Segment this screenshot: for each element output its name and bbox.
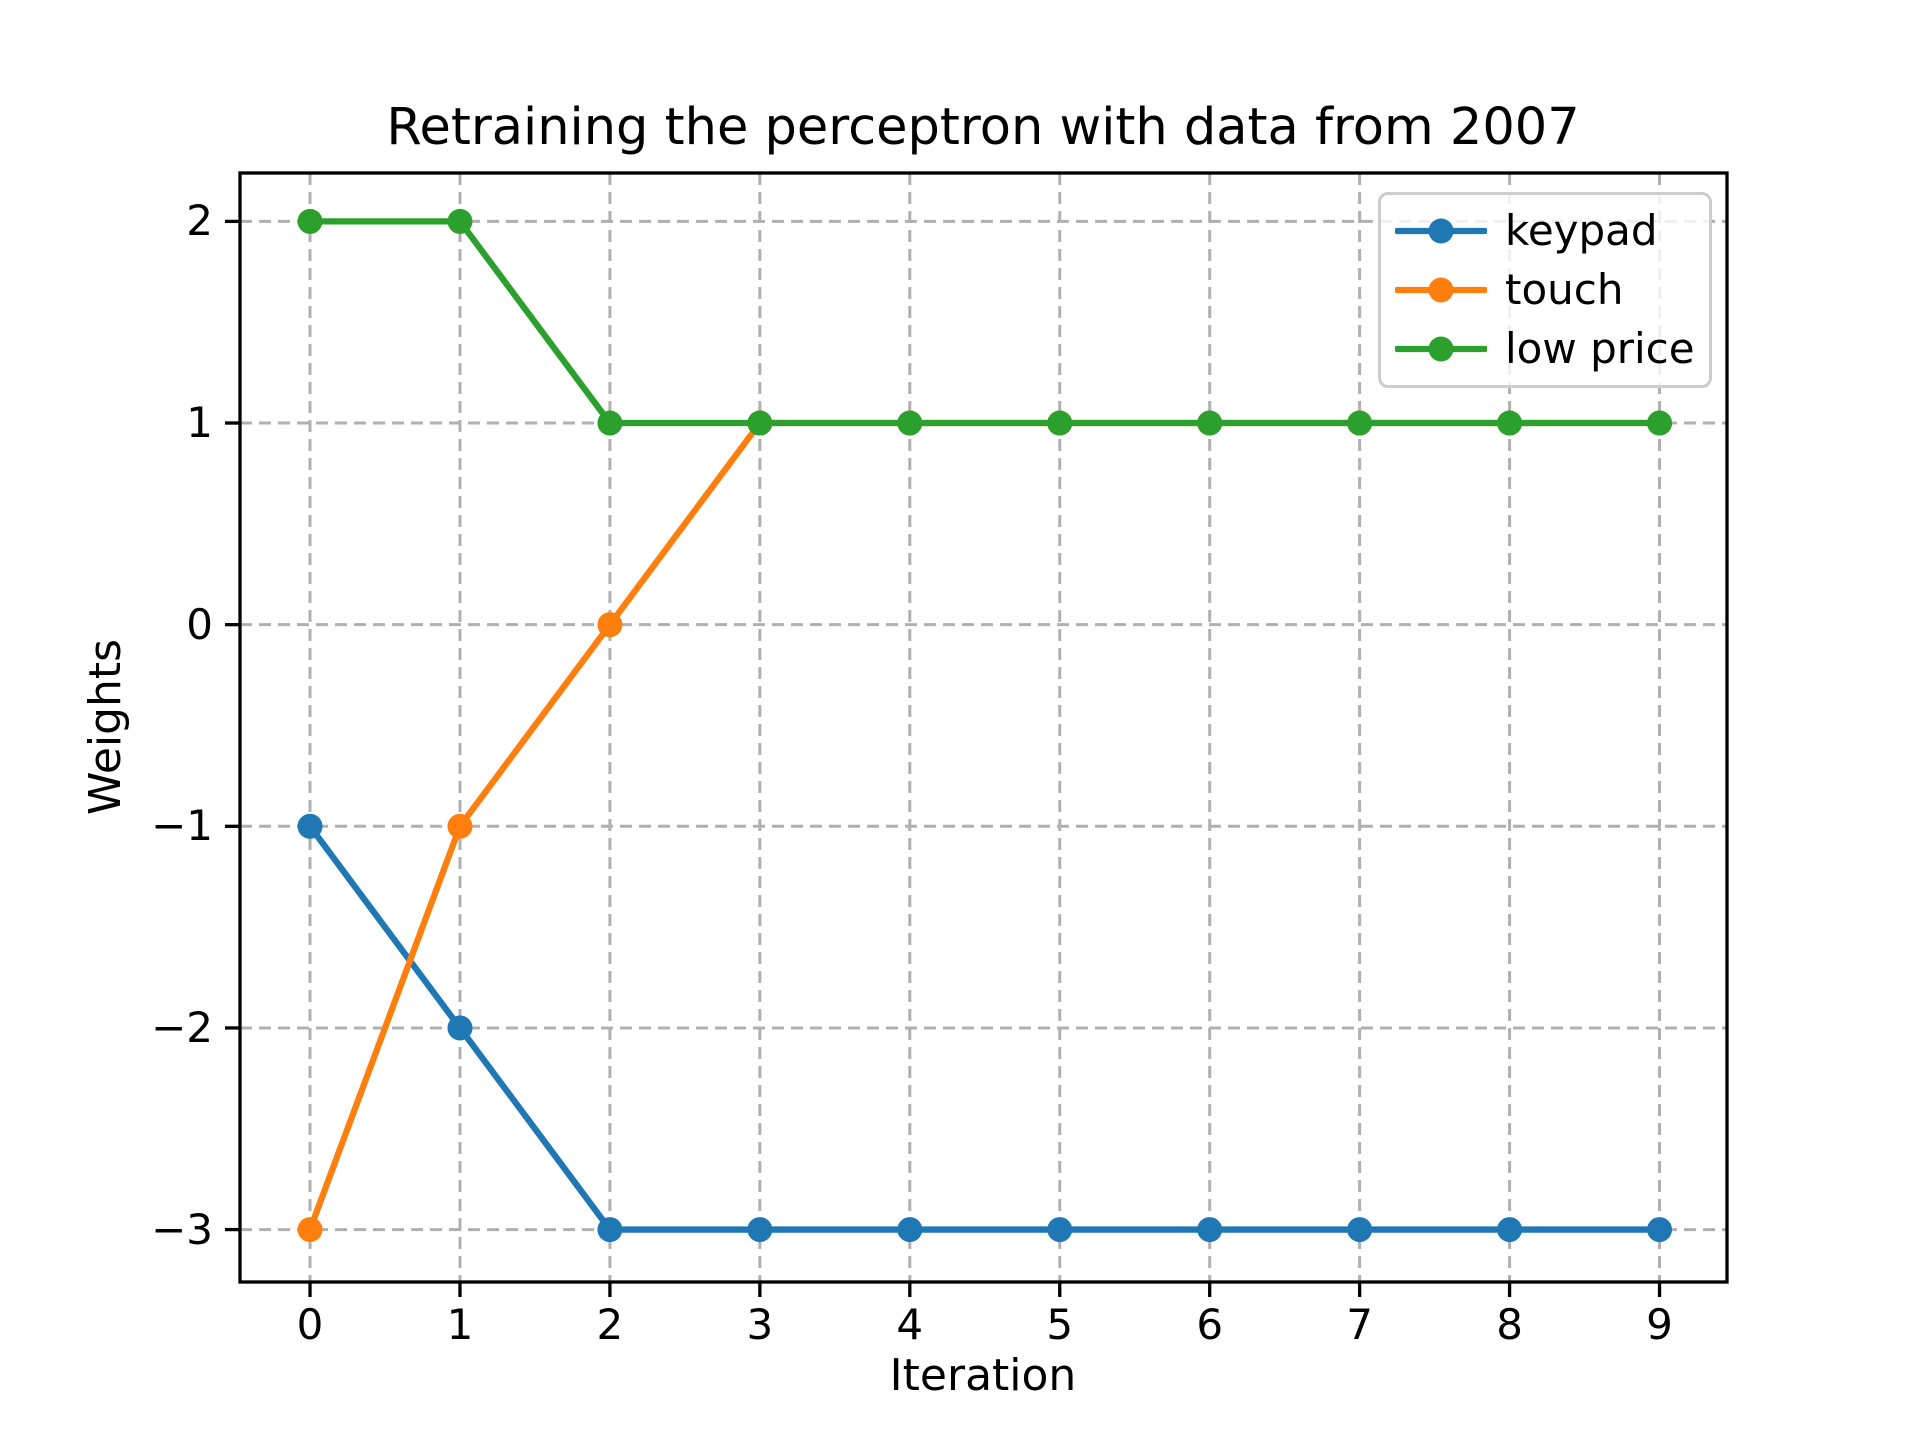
legend-marker-icon: [1395, 218, 1487, 244]
series-marker-keypad: [597, 1217, 623, 1243]
series-marker-keypad: [1647, 1217, 1673, 1243]
x-tick-label: 1: [446, 1300, 474, 1349]
series-marker-low-price: [447, 208, 473, 234]
series-marker-low-price: [747, 410, 773, 436]
legend-label: touch: [1505, 264, 1624, 314]
chart-title: Retraining the perceptron with data from…: [386, 98, 1580, 157]
series-line-keypad: [306, 823, 1663, 1233]
plot-frame: [238, 171, 1729, 1284]
series-marker-low-price: [1647, 410, 1673, 436]
x-axis-label: Iteration: [889, 1350, 1077, 1401]
series-marker-keypad: [297, 813, 323, 839]
y-axis-label: Weights: [79, 638, 131, 816]
legend-marker-icon: [1395, 277, 1487, 303]
legend-label: low price: [1505, 324, 1695, 374]
series-marker-low-price: [1347, 410, 1373, 436]
x-tick-label: 0: [296, 1300, 324, 1349]
series-marker-low-price: [1497, 410, 1523, 436]
series-marker-keypad: [1197, 1217, 1223, 1243]
series-marker-low-price: [297, 208, 323, 234]
y-tick-label: −2: [151, 1002, 213, 1052]
x-tick-label: 5: [1046, 1300, 1074, 1349]
series-marker-keypad: [1047, 1217, 1073, 1243]
series-marker-keypad: [747, 1217, 773, 1243]
x-tick-label: 6: [1196, 1300, 1224, 1349]
y-tick-label: −3: [151, 1204, 213, 1254]
series-marker-keypad: [447, 1015, 473, 1041]
series-marker-low-price: [597, 410, 623, 436]
legend-row: keypad: [1395, 205, 1699, 255]
y-tick-label: 0: [186, 599, 213, 649]
y-tick-label: 2: [186, 196, 213, 246]
legend-row: touch: [1395, 264, 1699, 314]
series-marker-low-price: [1197, 410, 1223, 436]
x-tick-label: 3: [746, 1300, 774, 1349]
series-marker-keypad: [1497, 1217, 1523, 1243]
x-tick-label: 7: [1346, 1300, 1373, 1349]
series-line-low-price: [306, 218, 1663, 427]
x-tick-label: 8: [1496, 1300, 1523, 1349]
legend-marker-icon: [1395, 336, 1487, 362]
series-marker-touch: [447, 813, 473, 839]
series-marker-keypad: [897, 1217, 923, 1243]
series-marker-touch: [597, 612, 623, 638]
legend: keypad touch low price: [1378, 192, 1712, 388]
series-marker-keypad: [1347, 1217, 1373, 1243]
x-tick-label: 2: [596, 1300, 624, 1349]
y-tick-label: −1: [151, 801, 213, 851]
y-tick-label: 1: [186, 398, 213, 448]
series-marker-touch: [297, 1217, 323, 1243]
x-tick-label: 9: [1646, 1300, 1673, 1349]
series-marker-low-price: [1047, 410, 1073, 436]
legend-row: low price: [1395, 328, 1699, 370]
x-tick-label: 4: [896, 1300, 924, 1349]
legend-label: keypad: [1505, 205, 1658, 255]
series-marker-low-price: [897, 410, 923, 436]
